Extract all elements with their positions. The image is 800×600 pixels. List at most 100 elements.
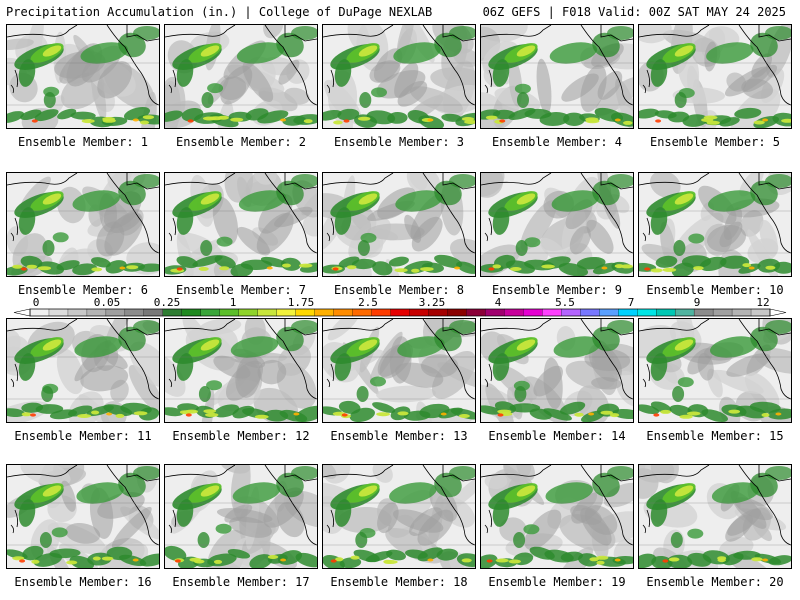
precip-area [761, 413, 770, 417]
precip-area [596, 560, 605, 565]
precip-area [276, 472, 304, 498]
colorbar-frame [29, 308, 771, 317]
precip-area [80, 365, 129, 392]
north-america-coast [422, 173, 475, 254]
coastlines [165, 25, 317, 106]
ensemble-member-map [480, 24, 634, 129]
ensemble-member-label: Ensemble Member: 20 [646, 575, 784, 589]
precip-map [7, 319, 159, 422]
precip-area [728, 409, 741, 414]
precip-area [541, 264, 555, 269]
precip-area [672, 386, 685, 402]
north-america-coast [580, 319, 633, 400]
ensemble-member-label: Ensemble Member: 6 [17, 283, 149, 297]
precip-area [773, 261, 791, 274]
precip-area [739, 173, 764, 197]
precip-area [719, 117, 740, 127]
grid-lines [639, 210, 791, 254]
tropical-band [639, 377, 791, 422]
precip-area [92, 556, 101, 561]
precip-area [200, 45, 220, 57]
precip-area [138, 263, 159, 272]
precip-area [614, 558, 621, 562]
tropical-band [165, 83, 317, 128]
colorbar-swatch [200, 308, 221, 317]
precip-area [12, 264, 23, 269]
precip-map [165, 319, 317, 422]
ensemble-member-map [164, 172, 318, 277]
storm-system [14, 466, 159, 527]
precip-area [30, 413, 36, 417]
ensemble-member-map [480, 464, 634, 569]
precip-area [266, 266, 273, 270]
precip-area [674, 92, 687, 108]
north-america-coast [106, 319, 159, 400]
alaska-coast [639, 173, 710, 186]
grid-lines [481, 62, 633, 106]
colorbar-tick-label: 5.5 [555, 296, 575, 309]
colorbar-swatch [48, 308, 69, 317]
precip-area [600, 410, 613, 415]
precip-area [584, 505, 618, 535]
precip-area [43, 92, 56, 108]
precip-area [346, 265, 357, 270]
grid-lines [7, 356, 159, 400]
precip-area [351, 258, 377, 270]
ensemble-member-map [322, 172, 476, 277]
precip-area [358, 116, 371, 121]
precip-area [383, 560, 398, 564]
colorbar-swatch [29, 308, 50, 317]
north-america-coast [264, 173, 317, 254]
precip-area [592, 32, 620, 58]
precip-area [499, 119, 506, 123]
precip-area [411, 268, 420, 273]
asia-coast [642, 509, 651, 534]
precip-area [19, 559, 26, 563]
precip-area [551, 190, 599, 212]
asia-coast [484, 217, 493, 242]
coastlines [639, 25, 791, 106]
colorbar-tick-label: 9 [694, 296, 701, 309]
precip-area [393, 42, 441, 64]
precip-area [673, 240, 686, 256]
grid-lines [7, 62, 159, 106]
precip-area [711, 482, 760, 504]
precip-area [257, 359, 287, 385]
precip-area [200, 485, 220, 497]
precip-area [553, 336, 601, 358]
precip-area [650, 268, 663, 273]
precip-area [56, 348, 84, 395]
precip-area [209, 116, 223, 121]
grid-lines [165, 210, 317, 254]
grid-lines [323, 210, 475, 254]
precip-map [639, 319, 791, 422]
colorbar-swatch [390, 308, 410, 317]
precip-area [327, 319, 361, 341]
ensemble-member-map [6, 318, 160, 423]
precip-area [52, 232, 69, 243]
precip-area [132, 558, 139, 562]
ensemble-member-label: Ensemble Member: 8 [333, 283, 465, 297]
north-america-coast [738, 25, 791, 106]
coastlines [165, 465, 317, 546]
ensemble-member-map [6, 24, 160, 129]
precip-area [592, 472, 620, 498]
tropical-band [481, 524, 633, 568]
precip-area [332, 267, 339, 271]
precip-area [280, 257, 301, 271]
precip-map [323, 465, 475, 568]
ensemble-member-map [480, 172, 634, 277]
north-america-coast [422, 465, 475, 546]
border-lines [126, 173, 159, 190]
border-lines [758, 173, 791, 190]
precip-area [639, 468, 659, 499]
border-lines [442, 465, 475, 482]
precip-area [323, 465, 337, 479]
precip-area [688, 233, 705, 244]
border-lines [284, 465, 317, 482]
precip-map [481, 465, 633, 568]
precip-map [481, 25, 633, 128]
precip-area [115, 413, 125, 418]
alaska-coast [7, 465, 78, 478]
grid-lines [481, 210, 633, 254]
